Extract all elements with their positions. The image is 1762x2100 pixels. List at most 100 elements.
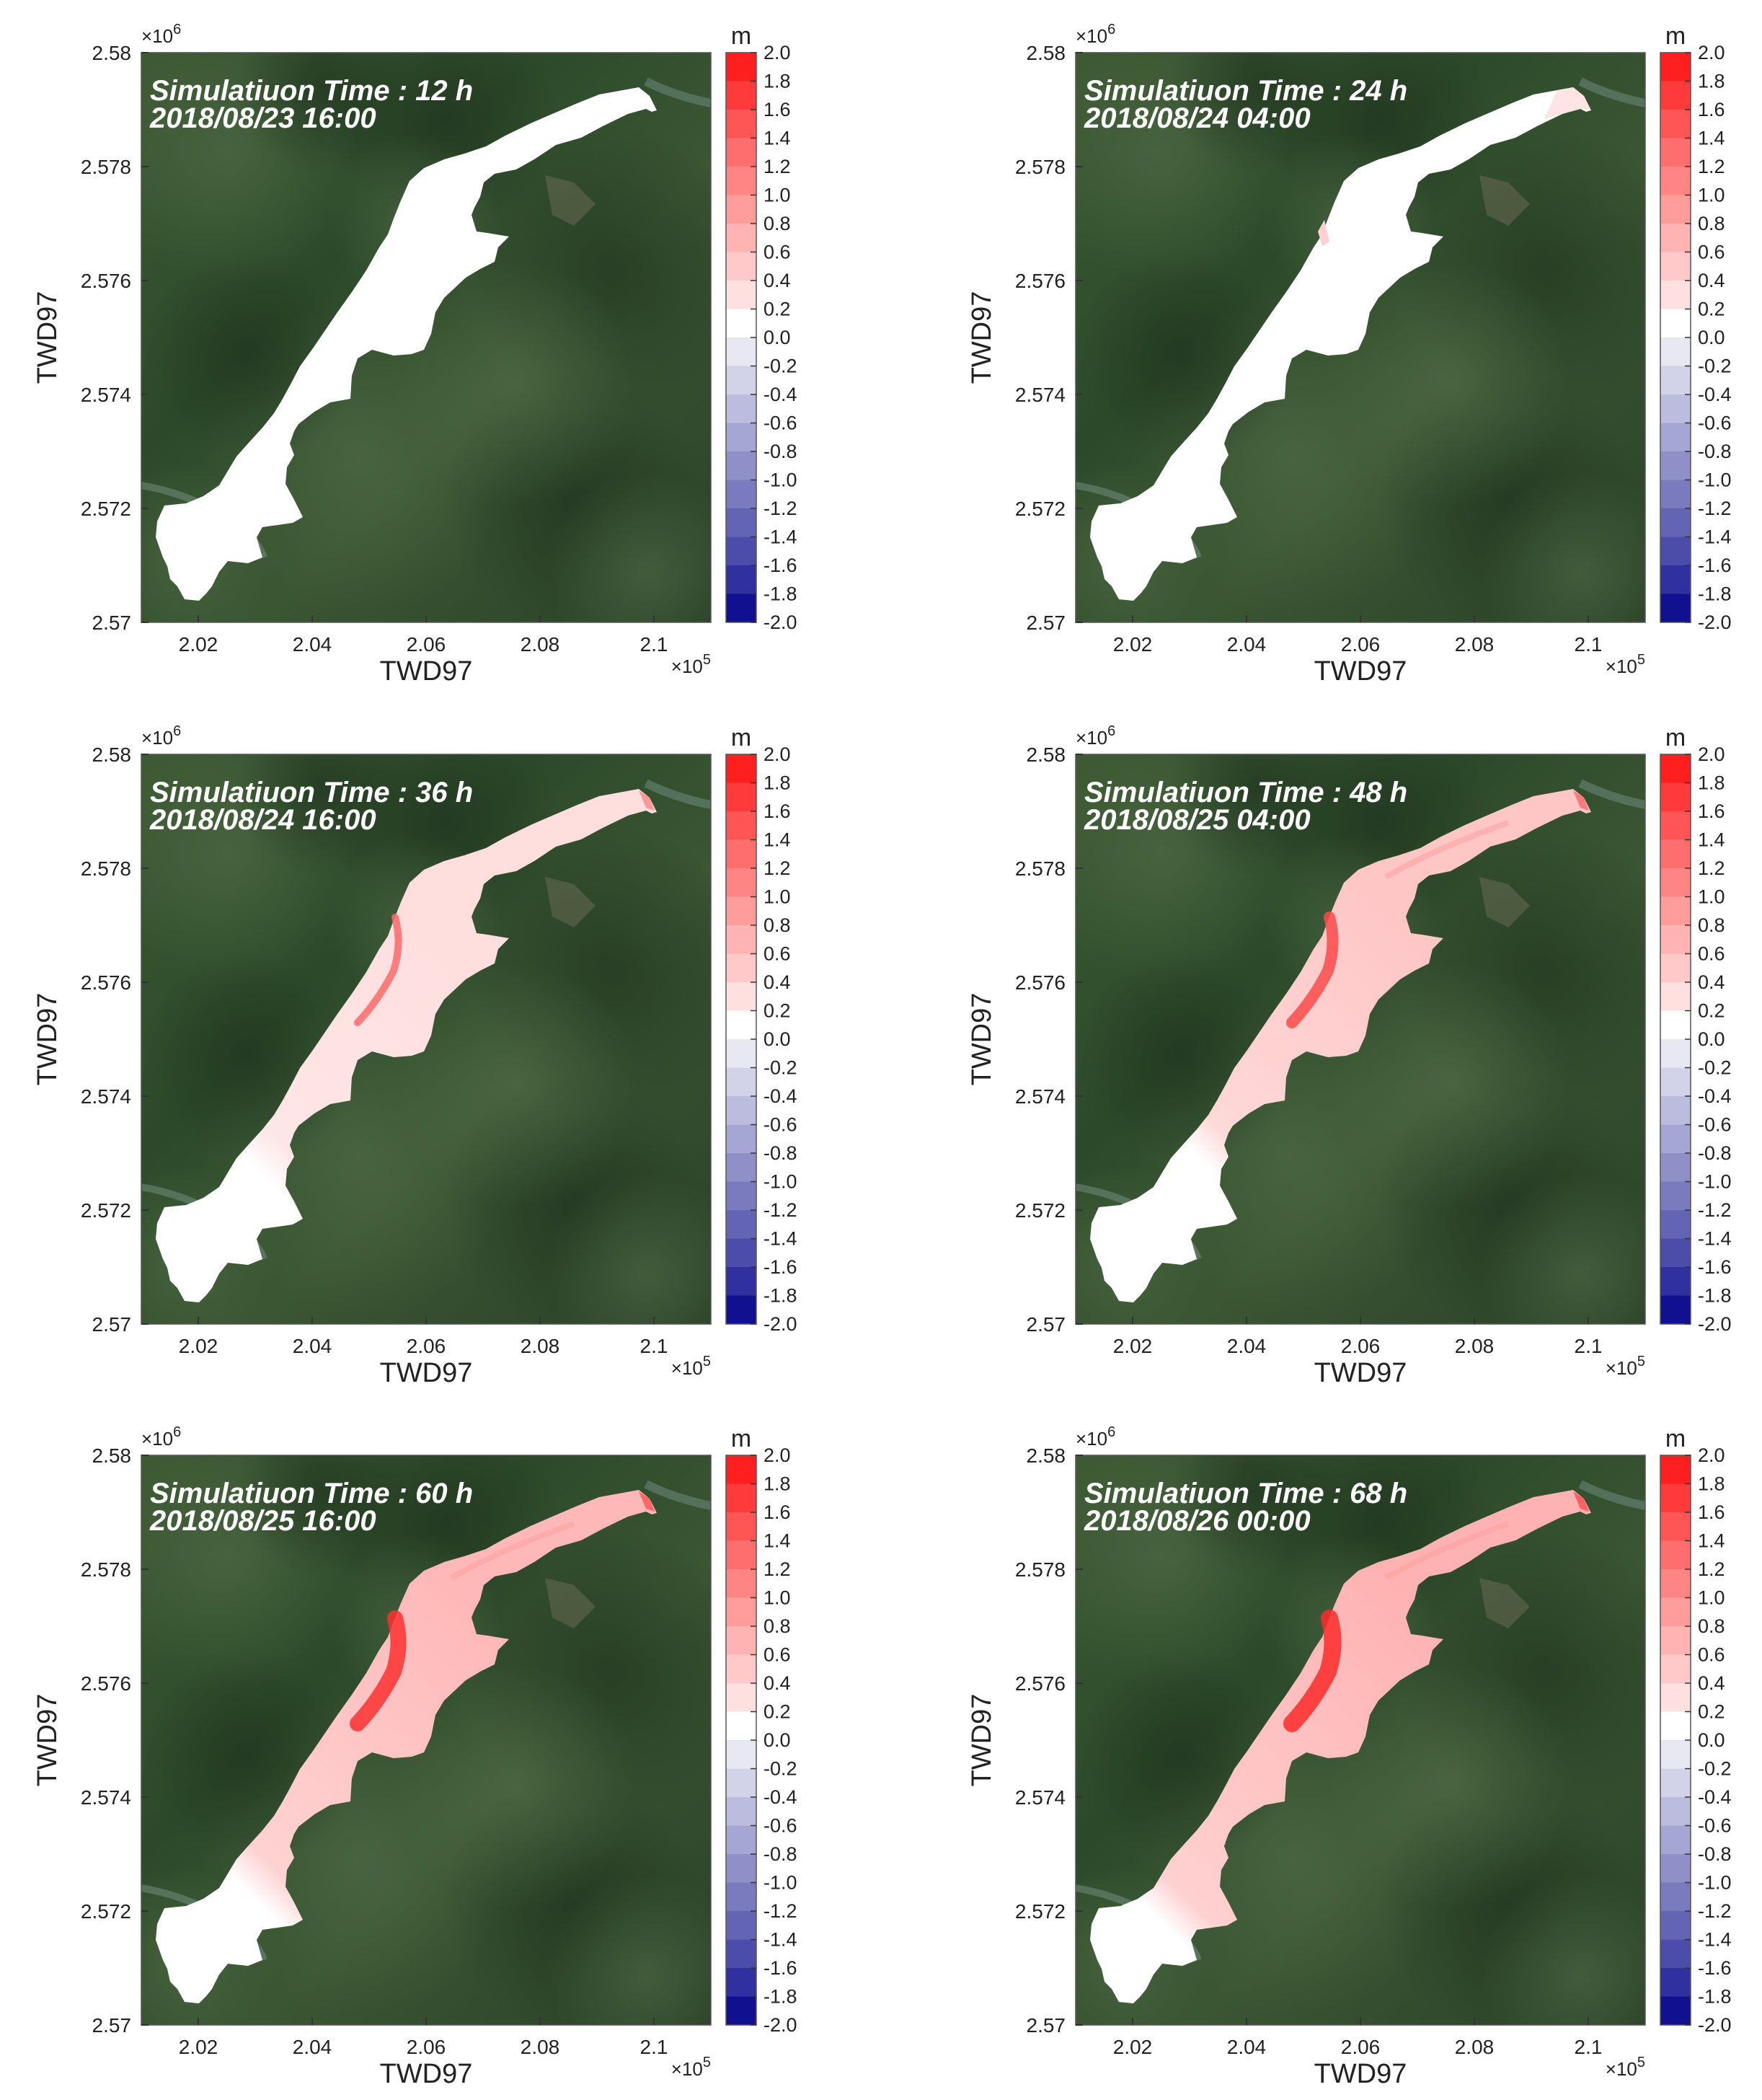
y-tick-label: 2.57 [92,2014,132,2037]
colorbar-tick-label: -1.0 [763,469,797,491]
colorbar-tick-label: -1.2 [763,498,797,519]
colorbar-tick-label: 1.8 [763,772,791,794]
colorbar-segment [1660,508,1691,537]
colorbar-segment [726,110,756,138]
colorbar-segment [726,1210,756,1239]
outlet-rise [639,790,655,811]
colorbar-tick-label: -1.8 [763,1285,797,1307]
colorbar-tick-label: -1.6 [763,1256,797,1278]
colorbar-tick-label: -0.4 [763,384,797,405]
colorbar-segment [726,195,756,224]
x-tick-label: 2.06 [1341,1335,1381,1357]
simulation-time-label: Simulatiuon Time : 12 h [150,75,473,107]
y-tick-label: 2.576 [81,971,131,994]
rise-streak [1384,1521,1510,1581]
river-outlet [1578,779,1645,809]
x-exponent-power: 5 [703,1354,711,1369]
colorbar-tick-label: -2.0 [763,612,797,633]
x-tick-label: 2.08 [1455,633,1495,656]
x-axis-label: TWD97 [380,1358,473,1388]
reservoir-surface [156,789,657,1302]
colorbar-tick-label: -1.8 [763,583,797,605]
x-tick-label: 2.02 [1113,2036,1153,2058]
x-tick-label: 2.06 [407,633,446,656]
map-panel-36h: 2.02 2.04 2.06 2.08 2.12.582.5782.5762.5742.… [32,723,797,1388]
y-exponent-label: ×106 [1076,723,1115,749]
colorbar-tick-label: 1.2 [1698,156,1725,177]
terrain-patch [235,1455,408,1578]
x-tick-label: 2.1 [1575,2036,1603,2058]
x-tick-label: 2.04 [1227,2036,1267,2058]
colorbar-segment [726,1882,756,1912]
colorbar-tick-label: -0.4 [763,1786,797,1808]
y-exponent-label: ×106 [141,723,181,749]
colorbar-unit-label: m [1665,22,1686,50]
colorbar-tick-label: -0.8 [763,1843,797,1865]
colorbar-tick-label: -1.0 [763,1171,797,1193]
colorbar-segment [1660,1711,1691,1741]
colorbar-tick-label: -0.8 [763,441,797,462]
y-tick-label: 2.576 [1015,971,1066,994]
colorbar-segment [1660,1597,1691,1627]
river-outlet [1578,1480,1645,1510]
colorbar: 2.0 1.8 1.6 1.4 1.2 1.0 0.8 0.6 0.4 0.2 0.0 -0.2 -0.… [1660,1425,1732,2036]
colorbar-segment [726,1654,756,1684]
colorbar-tick-label: -0.2 [1698,356,1732,377]
reservoir-surface [156,87,657,601]
colorbar-segment [726,839,756,869]
colorbar-segment [726,394,756,423]
colorbar-segment [726,1267,756,1296]
colorbar-segment [726,53,756,81]
x-tick-label: 2.06 [407,1335,446,1357]
x-axis-label: TWD97 [1314,2059,1407,2089]
colorbar: 2.0 1.8 1.6 1.4 1.2 1.0 0.8 0.6 0.4 0.2 0.0 -0.2 -0.… [725,22,797,633]
satellite-background [141,754,711,1324]
colorbar-segment [726,451,756,480]
colorbar-segment [726,81,756,110]
colorbar-tick-label: -1.4 [1698,526,1732,548]
colorbar-segment [726,1540,756,1570]
colorbar-segment [726,754,756,783]
colorbar-tick-label: -2.0 [1698,1313,1732,1335]
colorbar-tick-label: 1.0 [763,886,791,908]
colorbar-segment [726,1455,756,1484]
colorbar: 2.0 1.8 1.6 1.4 1.2 1.0 0.8 0.6 0.4 0.2 0.0 -0.2 -0.… [725,724,797,1335]
x-tick-label: 2.1 [640,633,668,656]
colorbar-segment [726,1626,756,1655]
colorbar-segment [726,366,756,395]
x-tick-label: 2.06 [407,2036,446,2058]
x-tick-label: 2.1 [640,1335,668,1357]
y-tick-label: 2.58 [1027,1444,1066,1467]
terrain-patch [1328,1664,1573,1910]
colorbar-tick-label: 1.8 [763,71,791,92]
village-patch [545,877,596,927]
colorbar-tick-label: -1.0 [1698,469,1732,491]
y-tick-label: 2.574 [1015,384,1066,406]
y-tick-label: 2.57 [92,612,132,634]
colorbar-tick-label: 0.2 [763,299,791,320]
y-tick-label: 2.574 [1015,1085,1066,1108]
simulation-time-label: Simulatiuon Time : 24 h [1084,75,1407,107]
x-exponent-label: ×105 [1606,2055,1645,2080]
colorbar-segment [1660,281,1691,309]
colorbar-tick-label: -1.4 [763,1929,797,1951]
colorbar-tick-label: 0.0 [763,1729,791,1751]
colorbar-tick-label: -0.2 [1698,1057,1732,1079]
colorbar-tick-label: 0.4 [763,971,791,993]
colorbar-segment [1660,1067,1691,1097]
y-tick-label: 2.574 [1015,1786,1066,1809]
y-exponent-label: ×106 [1076,22,1115,47]
terrain-patch [1169,754,1342,877]
colorbar-segment [1660,1968,1691,1997]
colorbar-tick-label: 0.0 [1698,327,1725,348]
colorbar-segment [1660,594,1691,623]
colorbar-tick-label: 1.8 [763,1473,791,1495]
colorbar-tick-label: 0.2 [1698,299,1725,320]
x-tick-label: 2.06 [1341,633,1381,656]
outlet-rise [1573,790,1589,811]
colorbar-segment [726,1153,756,1182]
y-tick-label: 2.578 [1015,857,1066,880]
colorbar-tick-label: 1.6 [763,800,791,822]
simulation-time-label: Simulatiuon Time : 68 h [1084,1478,1407,1509]
y-tick-label: 2.58 [92,42,132,64]
